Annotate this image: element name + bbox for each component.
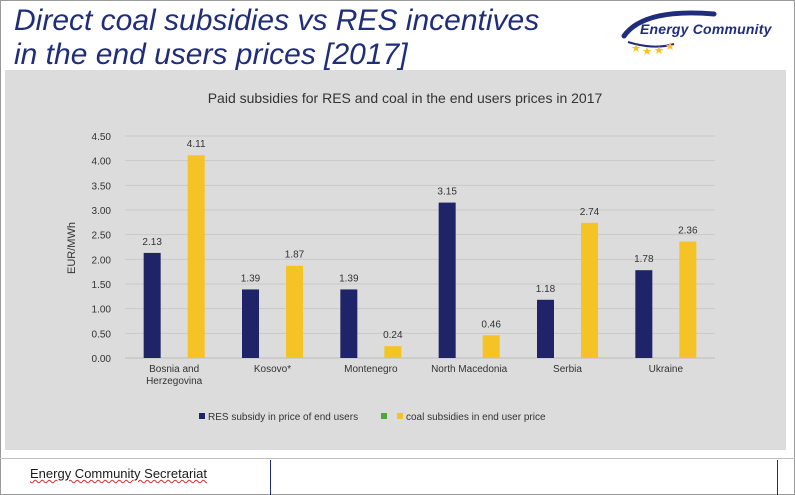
bar-res: [143, 252, 161, 358]
bar-coal: [286, 265, 303, 358]
footer-divider: [0, 458, 795, 459]
x-tick-label: Montenegro: [344, 364, 398, 375]
legend-swatch: [397, 413, 403, 419]
bar-coal: [679, 241, 697, 358]
bar-coal: [384, 346, 402, 358]
data-labels: 2.13 4.11 1.39 1.87 1.39 0.24 3.15 0.46 1.18 2.74…: [142, 139, 698, 341]
footer-separator: [777, 460, 778, 495]
data-label: 2.36: [678, 226, 698, 237]
x-tick-label: Ukraine: [649, 364, 684, 375]
y-tick-label: 4.50: [92, 132, 112, 143]
legend-label: RES subsidy in price of end users: [208, 412, 358, 423]
bar-res: [438, 202, 456, 358]
data-label: 1.87: [285, 250, 305, 261]
data-label: 1.39: [339, 273, 359, 284]
y-tick-label: 0.00: [92, 354, 112, 365]
slide-title: Direct coal subsidies vs RES incentives …: [14, 4, 540, 71]
legend-swatch: [381, 413, 387, 419]
legend-label: coal subsidies in end user price: [406, 412, 546, 423]
bar-coal: [482, 335, 500, 358]
bar-res: [635, 270, 653, 358]
y-tick-label: 2.50: [92, 231, 112, 242]
data-label: 4.11: [187, 139, 206, 150]
y-tick-label: 4.00: [92, 157, 112, 168]
bar-chart: 0.00 0.50 1.00 1.50 2.00 2.50 3.00 3.50 4.00 4.50…: [66, 90, 715, 423]
bar-coal: [581, 222, 598, 358]
energy-community-logo: Energy Community: [614, 6, 784, 56]
data-label: 1.78: [634, 254, 654, 265]
y-tick-label: 2.00: [92, 255, 112, 266]
y-axis-ticks: 0.00 0.50 1.00 1.50 2.00 2.50 3.00 3.50 4.00 4.50: [92, 132, 112, 365]
chart-gridlines: [125, 135, 715, 359]
y-axis-title: EUR/MWh: [66, 222, 78, 274]
x-tick-label: Herzegovina: [146, 376, 203, 387]
y-tick-label: 3.00: [92, 206, 112, 217]
bar-coal: [187, 155, 205, 358]
x-tick-label: North Macedonia: [431, 364, 508, 375]
chart-area: 0.00 0.50 1.00 1.50 2.00 2.50 3.00 3.50 4.00 4.50…: [5, 70, 786, 450]
x-tick-label: Serbia: [553, 364, 582, 375]
legend-swatch: [199, 413, 205, 419]
data-label: 2.13: [142, 237, 162, 248]
logo-text: Energy Community: [640, 21, 772, 37]
bar-res: [537, 299, 554, 358]
logo-arc-icon: [621, 10, 717, 55]
chart-legend: RES subsidy in price of end users coal su…: [199, 412, 546, 423]
x-tick-label: Kosovo*: [254, 364, 291, 375]
y-tick-label: 3.50: [92, 181, 112, 192]
footer-text: Energy Community Secretariat: [30, 466, 208, 481]
y-tick-label: 0.50: [92, 329, 112, 340]
data-label: 3.15: [437, 187, 457, 198]
x-tick-label: Bosnia and: [149, 364, 199, 375]
data-label: 0.46: [481, 319, 501, 330]
bar-res: [340, 289, 358, 358]
y-tick-label: 1.50: [92, 280, 112, 291]
y-tick-label: 1.00: [92, 305, 112, 316]
data-label: 1.39: [241, 273, 261, 284]
chart-bars: [143, 155, 697, 358]
footer-separator: [270, 460, 271, 495]
data-label: 1.18: [536, 284, 556, 295]
data-label: 0.24: [383, 330, 403, 341]
chart-title: Paid subsidies for RES and coal in the e…: [208, 90, 603, 106]
bar-res: [242, 289, 259, 358]
data-label: 2.74: [580, 207, 600, 218]
